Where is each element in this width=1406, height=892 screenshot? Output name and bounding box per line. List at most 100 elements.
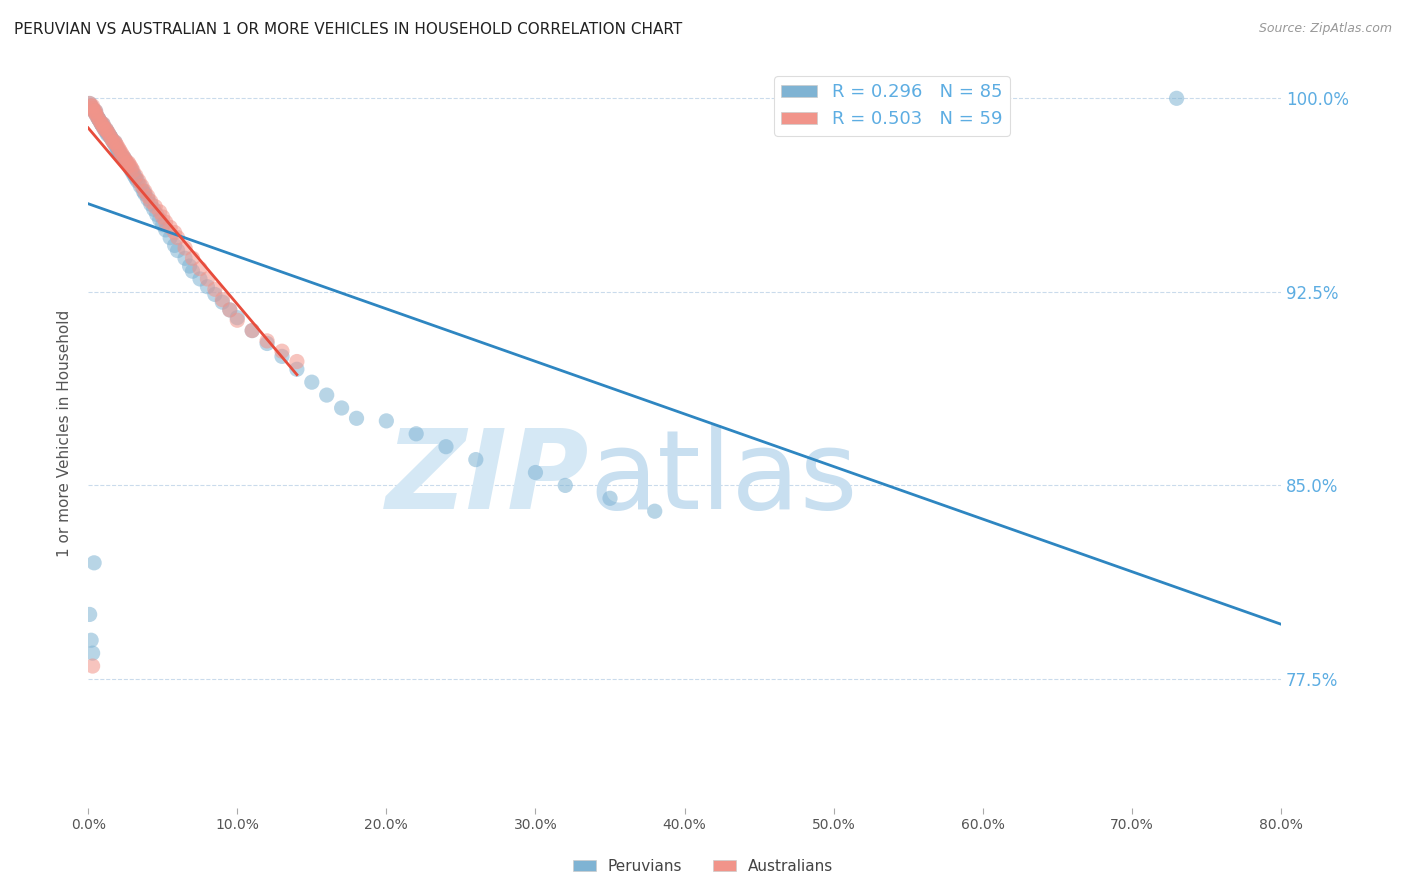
Point — [181, 252, 204, 266]
Point — [96, 125, 118, 139]
Point — [163, 238, 186, 252]
Point — [111, 148, 134, 162]
Point — [134, 184, 156, 198]
Y-axis label: 1 or more Vehicles in Household: 1 or more Vehicles in Household — [58, 310, 72, 558]
Point — [122, 166, 145, 180]
Point — [84, 104, 107, 119]
Point — [315, 388, 337, 402]
Point — [104, 135, 127, 149]
Point — [91, 117, 114, 131]
Point — [112, 151, 135, 165]
Point — [145, 207, 167, 221]
Point — [330, 401, 353, 415]
Point — [149, 212, 172, 227]
Point — [155, 215, 177, 229]
Point — [86, 109, 108, 123]
Point — [93, 122, 115, 136]
Point — [179, 259, 201, 273]
Point — [142, 202, 165, 217]
Point — [83, 104, 105, 119]
Point — [139, 194, 162, 209]
Point — [240, 324, 263, 338]
Point — [434, 440, 457, 454]
Point — [100, 130, 122, 145]
Point — [103, 135, 125, 149]
Point — [134, 186, 156, 201]
Point — [128, 174, 150, 188]
Point — [103, 135, 125, 149]
Point — [90, 117, 112, 131]
Point — [94, 122, 117, 136]
Point — [132, 184, 155, 198]
Point — [166, 244, 188, 258]
Point — [118, 161, 141, 175]
Text: ZIP: ZIP — [385, 425, 589, 533]
Point — [197, 272, 219, 286]
Point — [82, 659, 104, 673]
Point — [117, 158, 139, 172]
Point — [98, 128, 121, 142]
Point — [96, 128, 118, 142]
Point — [204, 282, 226, 296]
Point — [104, 135, 127, 149]
Point — [89, 114, 111, 128]
Point — [181, 264, 204, 278]
Point — [91, 120, 114, 134]
Point — [644, 504, 666, 518]
Point — [599, 491, 621, 506]
Point — [105, 137, 128, 152]
Point — [79, 96, 101, 111]
Point — [152, 210, 174, 224]
Point — [120, 161, 142, 175]
Point — [84, 107, 107, 121]
Point — [83, 104, 105, 119]
Point — [86, 109, 108, 123]
Point — [256, 334, 278, 348]
Point — [197, 279, 219, 293]
Point — [188, 261, 211, 276]
Point — [174, 241, 197, 255]
Point — [211, 293, 233, 307]
Legend: Peruvians, Australians: Peruvians, Australians — [567, 853, 839, 880]
Point — [110, 145, 132, 160]
Point — [301, 375, 323, 389]
Point — [82, 99, 104, 113]
Point — [375, 414, 398, 428]
Text: Source: ZipAtlas.com: Source: ZipAtlas.com — [1258, 22, 1392, 36]
Point — [112, 151, 135, 165]
Point — [83, 556, 105, 570]
Point — [104, 137, 127, 152]
Point — [155, 223, 177, 237]
Point — [240, 324, 263, 338]
Point — [464, 452, 486, 467]
Point — [94, 122, 117, 136]
Point — [84, 107, 107, 121]
Point — [118, 158, 141, 172]
Point — [124, 169, 146, 183]
Point — [285, 362, 308, 376]
Point — [80, 99, 103, 113]
Point — [87, 112, 110, 126]
Point — [84, 104, 107, 119]
Point — [218, 302, 240, 317]
Point — [524, 466, 547, 480]
Point — [91, 120, 114, 134]
Text: PERUVIAN VS AUSTRALIAN 1 OR MORE VEHICLES IN HOUSEHOLD CORRELATION CHART: PERUVIAN VS AUSTRALIAN 1 OR MORE VEHICLE… — [14, 22, 682, 37]
Point — [163, 226, 186, 240]
Point — [159, 220, 181, 235]
Point — [129, 179, 152, 194]
Point — [271, 350, 294, 364]
Point — [100, 130, 122, 145]
Point — [125, 171, 148, 186]
Point — [80, 99, 103, 113]
Point — [120, 163, 142, 178]
Point — [211, 295, 233, 310]
Point — [82, 102, 104, 116]
Point — [111, 151, 134, 165]
Point — [105, 140, 128, 154]
Point — [127, 174, 149, 188]
Point — [115, 156, 138, 170]
Point — [226, 313, 249, 327]
Point — [107, 140, 129, 154]
Text: atlas: atlas — [589, 425, 858, 533]
